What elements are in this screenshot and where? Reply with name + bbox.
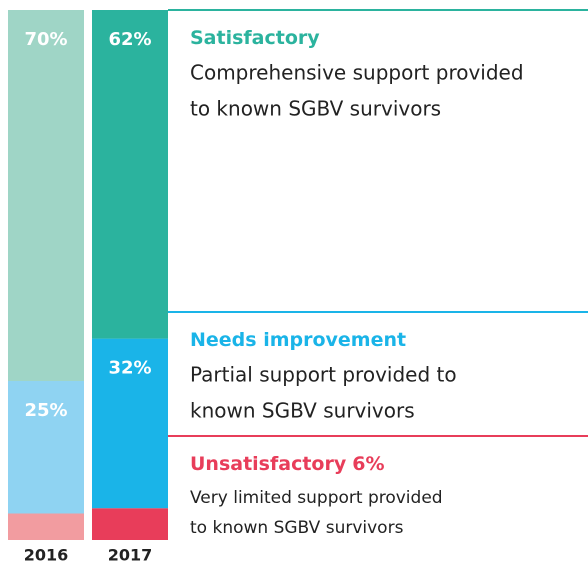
x-tick-label: 2017 (108, 546, 153, 565)
legend-description: Partial support provided to (190, 363, 457, 387)
legend-name: Satisfactory (190, 27, 320, 49)
value-label: 62% (108, 29, 151, 50)
value-label: 32% (108, 358, 151, 379)
x-tick-label: 2016 (24, 546, 69, 565)
bar-segment (92, 10, 168, 339)
bar-segment (92, 338, 168, 509)
bar-segment (8, 381, 84, 514)
legend-title: Satisfactory (190, 27, 320, 49)
legend-description: to known SGBV survivors (190, 97, 441, 121)
legend-description: known SGBV survivors (190, 399, 415, 423)
legend-description: to known SGBV survivors (190, 518, 404, 538)
bar-segment (8, 10, 84, 381)
legend-name: Needs improvement (190, 329, 406, 351)
legend-value: 6% (352, 453, 384, 475)
legend-title: Needs improvement (190, 329, 406, 351)
legend-description: Comprehensive support provided (190, 61, 524, 85)
value-label: 25% (24, 400, 67, 421)
bar-segment (92, 508, 168, 540)
value-label: 70% (24, 29, 67, 50)
legend-description: Very limited support provided (190, 488, 443, 508)
legend-title: Unsatisfactory 6% (190, 453, 385, 475)
bar-segment (8, 513, 84, 540)
legend-name: Unsatisfactory (190, 453, 347, 475)
